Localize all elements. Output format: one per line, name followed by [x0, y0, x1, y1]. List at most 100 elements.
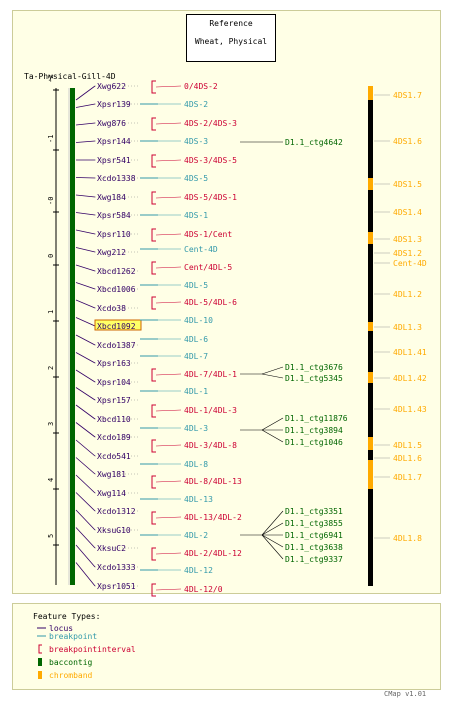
- locus-label: XksuC2: [97, 544, 126, 553]
- footer-version: CMap v1.01: [384, 690, 427, 698]
- scale-tick-label: 4: [47, 478, 55, 482]
- locus-connector: [75, 264, 96, 272]
- breakpoint-label: 4DL-2: [184, 531, 208, 540]
- scale-tick-label: -1: [47, 135, 55, 143]
- locus-connector: [75, 527, 96, 549]
- legend-label: baccontig: [49, 658, 93, 667]
- contig-connector: [261, 522, 284, 536]
- baccontig-bar: [70, 88, 75, 585]
- legend-baccontig-icon: [38, 658, 42, 666]
- breakpoint-interval-label: 4DL-3/4DL-8: [184, 441, 237, 450]
- breakpoint-label: 4DS-1: [184, 211, 208, 220]
- legend-panel: Feature Types:: [12, 603, 441, 690]
- contig-label: D1.1_ctg3638: [285, 543, 343, 552]
- breakpoint-interval-label: 4DL-5/4DL-6: [184, 298, 237, 307]
- breakpoint-interval-label: 4DL-8/4DL-13: [184, 477, 242, 486]
- chromband-segment: [368, 322, 373, 331]
- locus-label: Xcdo1338: [97, 174, 136, 183]
- locus-connector: [75, 247, 96, 253]
- legend-interval-icon: [38, 644, 42, 654]
- chromband-label: 4DL1.3: [393, 323, 422, 332]
- breakpoint-interval-link: [155, 552, 182, 555]
- locus-connector: [75, 177, 96, 179]
- locus-connector: [75, 212, 96, 216]
- chromband-label: 4DL1.43: [393, 405, 427, 414]
- breakpoint-interval-link: [155, 196, 182, 199]
- locus-connector: [75, 562, 96, 587]
- legend-chromband-icon: [38, 671, 42, 679]
- breakpoint-interval-bracket: [151, 228, 156, 242]
- scale-tick-label: 1: [47, 310, 55, 314]
- legend-label: breakpoint: [49, 632, 97, 641]
- chromosome-bar: [368, 86, 373, 586]
- chromband-segment: [368, 372, 373, 383]
- breakpoint-interval-link: [155, 373, 182, 376]
- chromband-label: 4DL1.5: [393, 441, 422, 450]
- breakpoint-interval-link: [155, 588, 182, 591]
- contig-label: D1.1_ctg1046: [285, 438, 343, 447]
- locus-label: Xcdo189: [97, 433, 131, 442]
- chromband-label: 4DS1.4: [393, 208, 422, 217]
- locus-connector: [75, 103, 96, 108]
- legend-title: Feature Types:: [33, 612, 101, 621]
- breakpoint-interval-bracket: [151, 511, 156, 525]
- locus-label: Xwg876: [97, 119, 126, 128]
- reference-title: Reference: [209, 19, 253, 28]
- locus-label: Xpsr144: [97, 137, 131, 146]
- contig-connector: [261, 534, 284, 560]
- legend-label: chromband: [49, 671, 93, 680]
- breakpoint-interval-link: [155, 233, 182, 236]
- breakpoint-label: 4DS-2: [184, 100, 208, 109]
- contig-connector: [261, 510, 284, 536]
- locus-connector: [75, 474, 96, 494]
- locus-connector: [75, 457, 96, 475]
- locus-label: Xcdo1312: [97, 507, 136, 516]
- scale-tick-label: -0: [47, 197, 55, 205]
- locus-highlight: [94, 319, 142, 331]
- breakpoint-interval-label: 4DL-7/4DL-1: [184, 370, 237, 379]
- breakpoint-interval-label: 4DL-12/0: [184, 585, 223, 594]
- locus-label: Xpsr584: [97, 211, 131, 220]
- breakpoint-interval-bracket: [151, 368, 156, 382]
- locus-label: Xpsr541: [97, 156, 131, 165]
- locus-connector: [75, 369, 96, 383]
- contig-label: D1.1_ctg9337: [285, 555, 343, 564]
- locus-label: Xpsr110: [97, 230, 131, 239]
- scale-tick-label: -2: [47, 75, 55, 83]
- chromband-label: Cent-4D: [393, 259, 427, 268]
- locus-label: Xwg622: [97, 82, 126, 91]
- locus-connector: [75, 352, 96, 364]
- locus-label: Xwg212: [97, 248, 126, 257]
- breakpoint-interval-label: 0/4DS-2: [184, 82, 218, 91]
- locus-connector: [75, 282, 96, 290]
- chromband-segment: [368, 86, 373, 100]
- breakpoint-interval-label: 4DL-13/4DL-2: [184, 513, 242, 522]
- contig-connector: [261, 417, 284, 431]
- locus-label: Xcdo541: [97, 452, 131, 461]
- chromband-label: 4DL1.7: [393, 473, 422, 482]
- locus-label: Xpsr1051: [97, 582, 136, 591]
- locus-connector: [75, 439, 96, 457]
- locus-label: Xcdo1333: [97, 563, 136, 572]
- breakpoint-interval-link: [155, 266, 182, 269]
- breakpoint-interval-bracket: [151, 439, 156, 453]
- reference-box: Reference Wheat, Physical: [186, 14, 276, 62]
- locus-label: Xbcd1006: [97, 285, 136, 294]
- scale-tick-label: 2: [47, 366, 55, 370]
- breakpoint-interval-link: [155, 444, 182, 447]
- chromband-segment: [368, 460, 373, 489]
- scale-tick-label: 3: [47, 422, 55, 426]
- chromband-label: 4DS1.7: [393, 91, 422, 100]
- breakpoint-interval-bracket: [151, 404, 156, 418]
- breakpoint-label: 4DL-1: [184, 387, 208, 396]
- locus-label: Xwg184: [97, 193, 126, 202]
- locus-connector: [75, 422, 96, 438]
- breakpoint-label: Cent-4D: [184, 245, 218, 254]
- map-title: Ta-Physical-Gill-4D: [24, 72, 116, 81]
- locus-connector: [75, 317, 96, 327]
- contig-label: D1.1_ctg3351: [285, 507, 343, 516]
- contig-label: D1.1_ctg6941: [285, 531, 343, 540]
- breakpoint-interval-link: [155, 85, 182, 88]
- breakpoint-interval-link: [155, 301, 182, 304]
- breakpoint-interval-label: 4DS-1/Cent: [184, 230, 232, 239]
